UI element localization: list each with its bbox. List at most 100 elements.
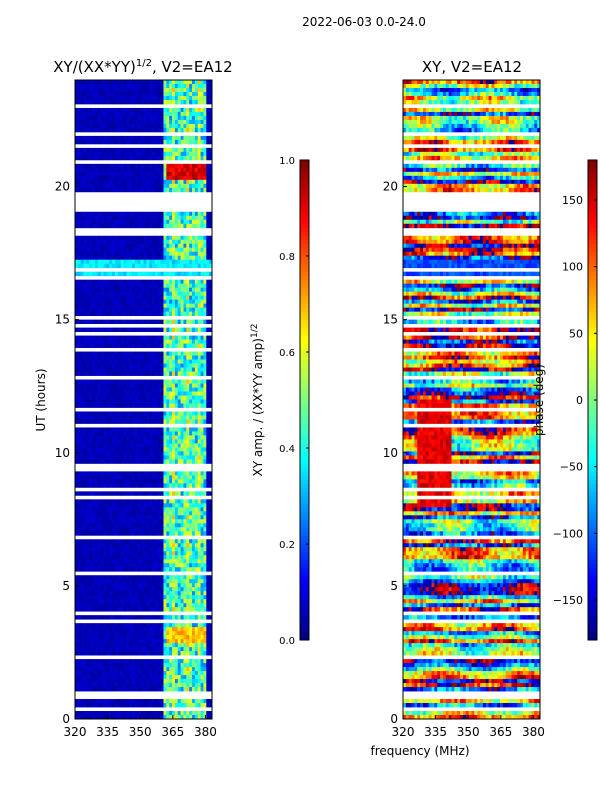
heatmap-cell — [129, 479, 133, 484]
heatmap-cell — [149, 115, 153, 121]
heatmap-cell — [75, 439, 79, 444]
heatmap-cell — [194, 555, 199, 560]
heatmap-cell — [186, 91, 190, 97]
heatmap-cell — [160, 263, 164, 269]
heatmap-cell — [160, 551, 164, 556]
heatmap-cell — [203, 247, 207, 253]
heatmap-cell — [169, 391, 173, 396]
heatmap-cell — [169, 351, 173, 356]
heatmap-cell — [143, 427, 147, 432]
heatmap-cell — [206, 447, 210, 452]
heatmap-cell — [149, 511, 153, 516]
heatmap-cell — [203, 127, 207, 133]
heatmap-cell — [186, 431, 190, 436]
heatmap-cell — [86, 383, 90, 388]
heatmap-cell — [146, 147, 150, 153]
heatmap-cell — [112, 383, 116, 388]
heatmap-cell — [86, 91, 90, 97]
heatmap-cell — [132, 299, 136, 305]
heatmap-cell — [189, 575, 193, 580]
heatmap-cell — [120, 243, 124, 249]
heatmap-cell — [97, 595, 102, 600]
heatmap-cell — [206, 543, 210, 548]
heatmap-cell — [172, 499, 176, 504]
heatmap-cell — [146, 247, 150, 253]
heatmap-cell — [169, 455, 173, 460]
heatmap-cell — [77, 271, 82, 277]
heatmap-cell — [169, 567, 173, 572]
heatmap-cell — [172, 403, 176, 408]
heatmap-cell — [132, 511, 136, 516]
heatmap-cell — [86, 415, 90, 420]
heatmap-cell — [152, 379, 156, 384]
heatmap-cell — [92, 235, 96, 241]
heatmap-cell — [206, 359, 210, 364]
heatmap-cell — [114, 339, 119, 344]
heatmap-cell — [149, 83, 153, 89]
heatmap-cell — [166, 475, 170, 480]
heatmap-cell — [143, 187, 147, 193]
heatmap-cell — [192, 359, 196, 364]
heatmap-cell — [177, 543, 181, 548]
heatmap-cell — [154, 523, 159, 528]
heatmap-cell — [149, 379, 153, 384]
heatmap-cell — [203, 583, 207, 588]
heatmap-cell — [77, 91, 82, 97]
heatmap-cell — [114, 135, 119, 141]
heatmap-cell — [109, 167, 113, 173]
heatmap-cell — [132, 583, 136, 588]
heatmap-cell — [157, 395, 162, 400]
heatmap-cell — [177, 179, 181, 185]
heatmap-cell — [163, 355, 167, 360]
heatmap-cell — [103, 211, 107, 217]
heatmap-cell — [100, 547, 104, 552]
heatmap-cell — [183, 439, 187, 444]
heatmap-cell — [137, 387, 142, 392]
heatmap-cell — [117, 455, 122, 460]
heatmap-cell — [157, 299, 162, 305]
heatmap-cell — [123, 399, 127, 404]
heatmap-cell — [106, 255, 110, 261]
heatmap-cell — [209, 475, 213, 480]
heatmap-cell — [203, 459, 207, 464]
heatmap-cell — [117, 91, 122, 97]
heatmap-cell — [75, 371, 79, 376]
heatmap-cell — [123, 179, 127, 185]
heatmap-cell — [152, 155, 156, 161]
heatmap-cell — [194, 343, 199, 348]
heatmap-cell — [117, 167, 122, 173]
heatmap-cell — [132, 579, 136, 584]
heatmap-cell — [180, 123, 184, 129]
heatmap-cell — [203, 391, 207, 396]
heatmap-cell — [209, 259, 213, 265]
heatmap-cell — [123, 579, 127, 584]
heatmap-cell — [94, 303, 99, 309]
heatmap-cell — [149, 563, 153, 568]
heatmap-cell — [160, 431, 164, 436]
heatmap-cell — [132, 359, 136, 364]
heatmap-cell — [166, 411, 170, 416]
heatmap-cell — [197, 551, 201, 556]
heatmap-cell — [163, 83, 167, 89]
heatmap-cell — [143, 363, 147, 368]
heatmap-cell — [200, 483, 204, 488]
heatmap-cell — [177, 439, 181, 444]
heatmap-cell — [86, 471, 90, 476]
heatmap-cell — [140, 119, 144, 125]
heatmap-cell — [100, 223, 104, 229]
heatmap-cell — [109, 319, 113, 325]
heatmap-cell — [172, 475, 176, 480]
heatmap-cell — [100, 263, 104, 269]
heatmap-cell — [134, 175, 139, 181]
heatmap-cell — [140, 283, 144, 289]
heatmap-cell — [192, 579, 196, 584]
heatmap-cell — [134, 551, 139, 556]
heatmap-cell — [117, 511, 122, 516]
heatmap-cell — [134, 271, 139, 277]
heatmap-cell — [112, 507, 116, 512]
heatmap-cell — [120, 171, 124, 177]
heatmap-cell — [169, 307, 173, 313]
heatmap-cell — [114, 559, 119, 564]
heatmap-cell — [137, 251, 142, 257]
heatmap-cell — [197, 587, 201, 592]
